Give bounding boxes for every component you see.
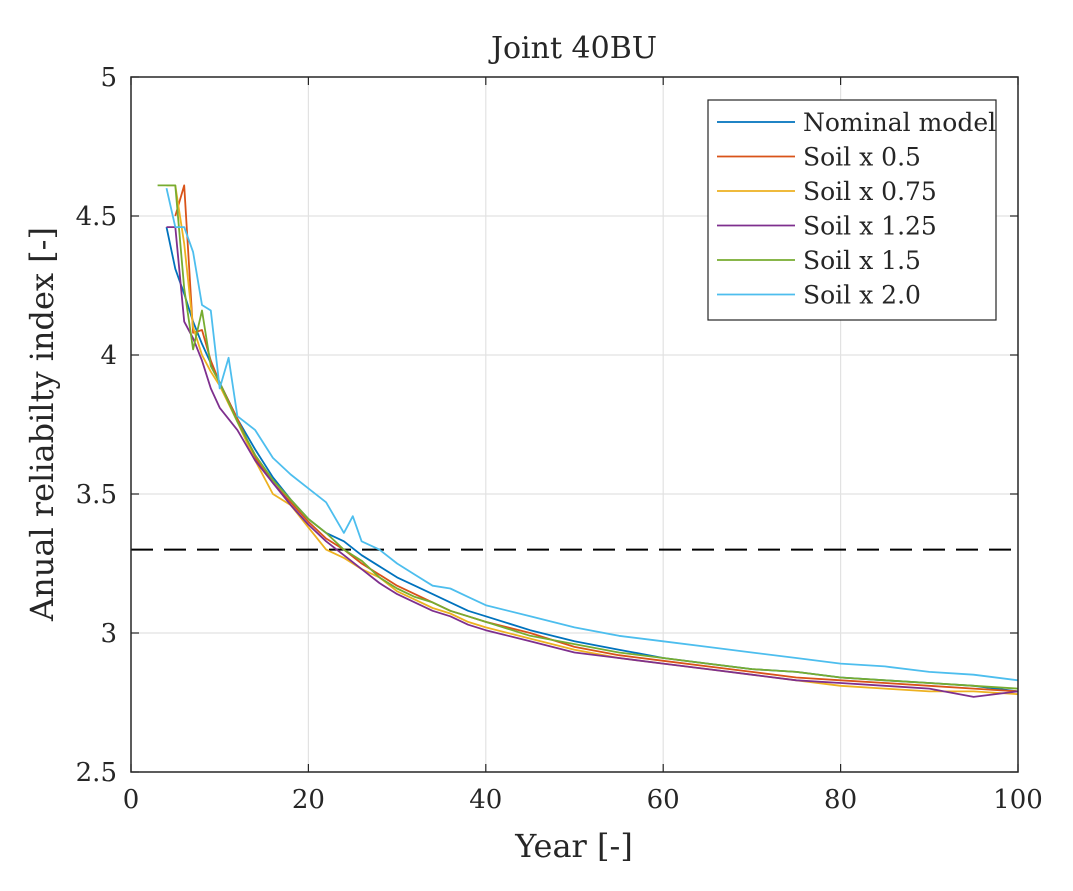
- series-group: [157, 184, 1019, 698]
- legend-label: Soil x 0.5: [803, 143, 921, 172]
- series-line-soil-x-1-5: [157, 184, 1019, 690]
- series-line-soil-x-2-0: [165, 188, 1019, 682]
- y-tick-label: 3: [100, 619, 117, 649]
- legend-box: [707, 99, 997, 321]
- plot-frame: [130, 76, 1019, 773]
- chart-title: Joint 40BU: [488, 31, 657, 66]
- y-tick-label: 2.5: [76, 758, 117, 788]
- y-tick-label: 3.5: [76, 480, 117, 510]
- x-tick-label: 0: [123, 785, 140, 815]
- x-tick-label: 20: [292, 785, 325, 815]
- y-tick-label: 4: [100, 341, 117, 371]
- series-line-soil-x-1-25: [166, 226, 1019, 698]
- legend-label: Soil x 0.75: [803, 177, 937, 206]
- x-tick-label: 100: [993, 785, 1043, 815]
- x-axis-title: Year [-]: [514, 827, 633, 865]
- y-axis-title: Anual reliabilty index [-]: [23, 227, 61, 622]
- legend-label: Soil x 1.5: [803, 246, 921, 275]
- legend: Nominal model Soil x 0.5 Soil x 0.75 Soil x…: [707, 99, 997, 321]
- legend-label: Soil x 2.0: [803, 281, 921, 310]
- x-tick-label: 80: [824, 785, 857, 815]
- x-tick-label: 40: [469, 785, 502, 815]
- y-tick-label: 5: [100, 63, 117, 93]
- legend-label: Soil x 1.25: [803, 212, 937, 241]
- y-tick-label: 4.5: [76, 202, 117, 232]
- x-tick-label: 60: [647, 785, 680, 815]
- axis-ticks: 0 20 40 60 80 100 2.5 3 3.5 4 4.5 5: [76, 63, 1043, 815]
- legend-label: Nominal model: [803, 108, 996, 137]
